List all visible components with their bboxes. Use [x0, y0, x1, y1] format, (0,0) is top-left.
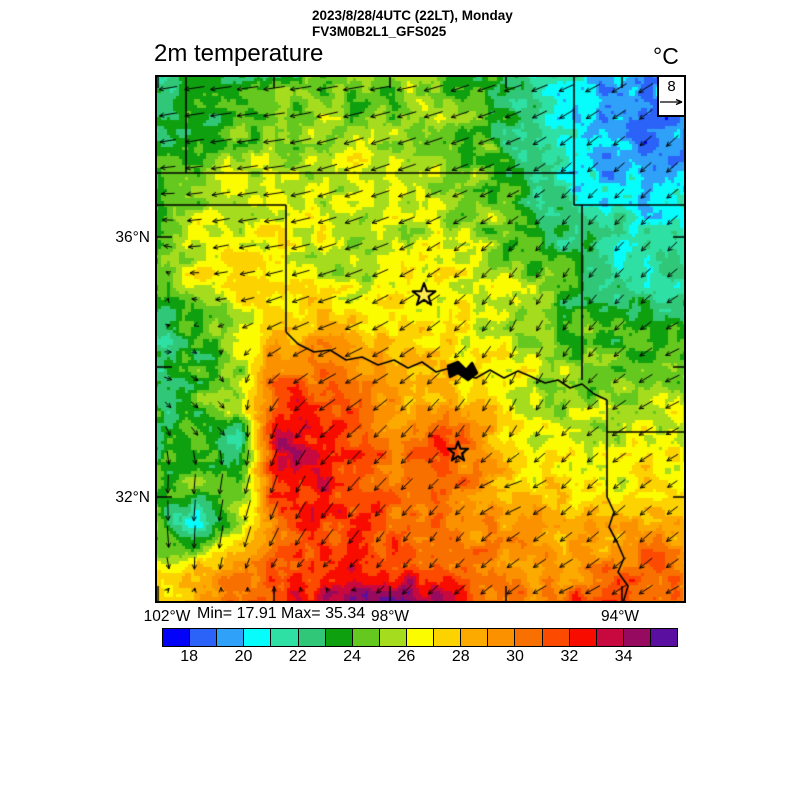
colorbar-segment — [216, 628, 245, 647]
wind-reference-box: 8 — [657, 75, 686, 117]
colorbar-tick-label: 24 — [343, 648, 361, 665]
colorbar-tick-label: 30 — [506, 648, 524, 665]
minmax-label: Min= 17.91 Max= 35.34 — [197, 605, 366, 622]
colorbar-segment — [541, 628, 570, 647]
plot-title: 2023/8/28/4UTC (22LT), Monday — [312, 8, 513, 23]
colorbar-segment — [243, 628, 272, 647]
colorbar-segment — [351, 628, 380, 647]
colorbar-segment — [622, 628, 651, 647]
model-label: FV3M0B2L1_GFS025 — [312, 24, 447, 39]
colorbar-segment — [324, 628, 353, 647]
colorbar-segment — [487, 628, 516, 647]
wind-reference-arrow-icon — [660, 98, 683, 106]
wind-reference-value: 8 — [667, 78, 676, 95]
colorbar-tick-label: 34 — [614, 648, 633, 665]
colorbar-tick-label: 32 — [560, 648, 579, 665]
colorbar-segment — [297, 628, 326, 647]
colorbar-segment — [514, 628, 543, 647]
field-label: 2m temperature — [154, 40, 324, 67]
lon-label-94w: 94°W — [600, 608, 640, 625]
colorbar-segment — [595, 628, 624, 647]
colorbar-segment — [189, 628, 218, 647]
colorbar-segment — [568, 628, 597, 647]
colorbar-segment — [162, 628, 191, 647]
colorbar-tick-label: 20 — [234, 648, 253, 665]
colorbar-segment — [433, 628, 462, 647]
units-label: °C — [653, 43, 679, 69]
colorbar-segment — [270, 628, 299, 647]
temperature-map-canvas — [155, 75, 686, 603]
colorbar-segment — [378, 628, 407, 647]
colorbar-tick-label: 28 — [451, 648, 470, 665]
lon-label-98w: 98°W — [370, 608, 410, 625]
colorbar-tick-label: 26 — [397, 648, 416, 665]
colorbar-segment — [649, 628, 679, 647]
colorbar-tick-label: 18 — [180, 648, 199, 665]
colorbar-tick-label: 22 — [288, 648, 307, 665]
lat-label-32n: 32°N — [115, 489, 150, 506]
lat-label-36n: 36°N — [115, 229, 150, 246]
colorbar — [162, 628, 679, 647]
lon-label-102w: 102°W — [143, 608, 191, 625]
colorbar-segment — [460, 628, 489, 647]
colorbar-segment — [405, 628, 435, 647]
